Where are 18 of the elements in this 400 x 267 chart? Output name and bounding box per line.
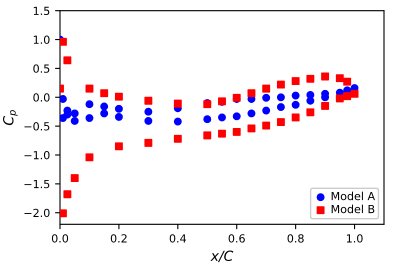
y-tick-label: −1.0 — [24, 150, 50, 160]
y-tick-label: 0.5 — [33, 64, 50, 73]
x-tick-label: 1.0 — [346, 234, 363, 243]
x-tick-label: 0.4 — [170, 234, 186, 243]
legend-label: Model B — [332, 204, 374, 214]
x-axis-title: x/C — [210, 250, 234, 262]
legend-label: Model A — [332, 192, 375, 200]
y-tick-label: −0.5 — [24, 122, 50, 131]
y-tick-label: −2.0 — [24, 208, 50, 218]
y-axis-title: C$_{p}$ — [3, 110, 18, 126]
x-tick-label: 0.6 — [228, 234, 245, 243]
x-tick-label: 0.0 — [52, 234, 68, 243]
x-tick-label: 0.8 — [288, 234, 304, 243]
x-tick-label: 0.2 — [110, 234, 127, 243]
y-tick-label: −1.5 — [24, 180, 50, 188]
y-tick-label: 0.0 — [33, 93, 50, 102]
y-tick-label: 1.5 — [34, 6, 50, 16]
y-tick-label: 1.0 — [34, 36, 50, 44]
